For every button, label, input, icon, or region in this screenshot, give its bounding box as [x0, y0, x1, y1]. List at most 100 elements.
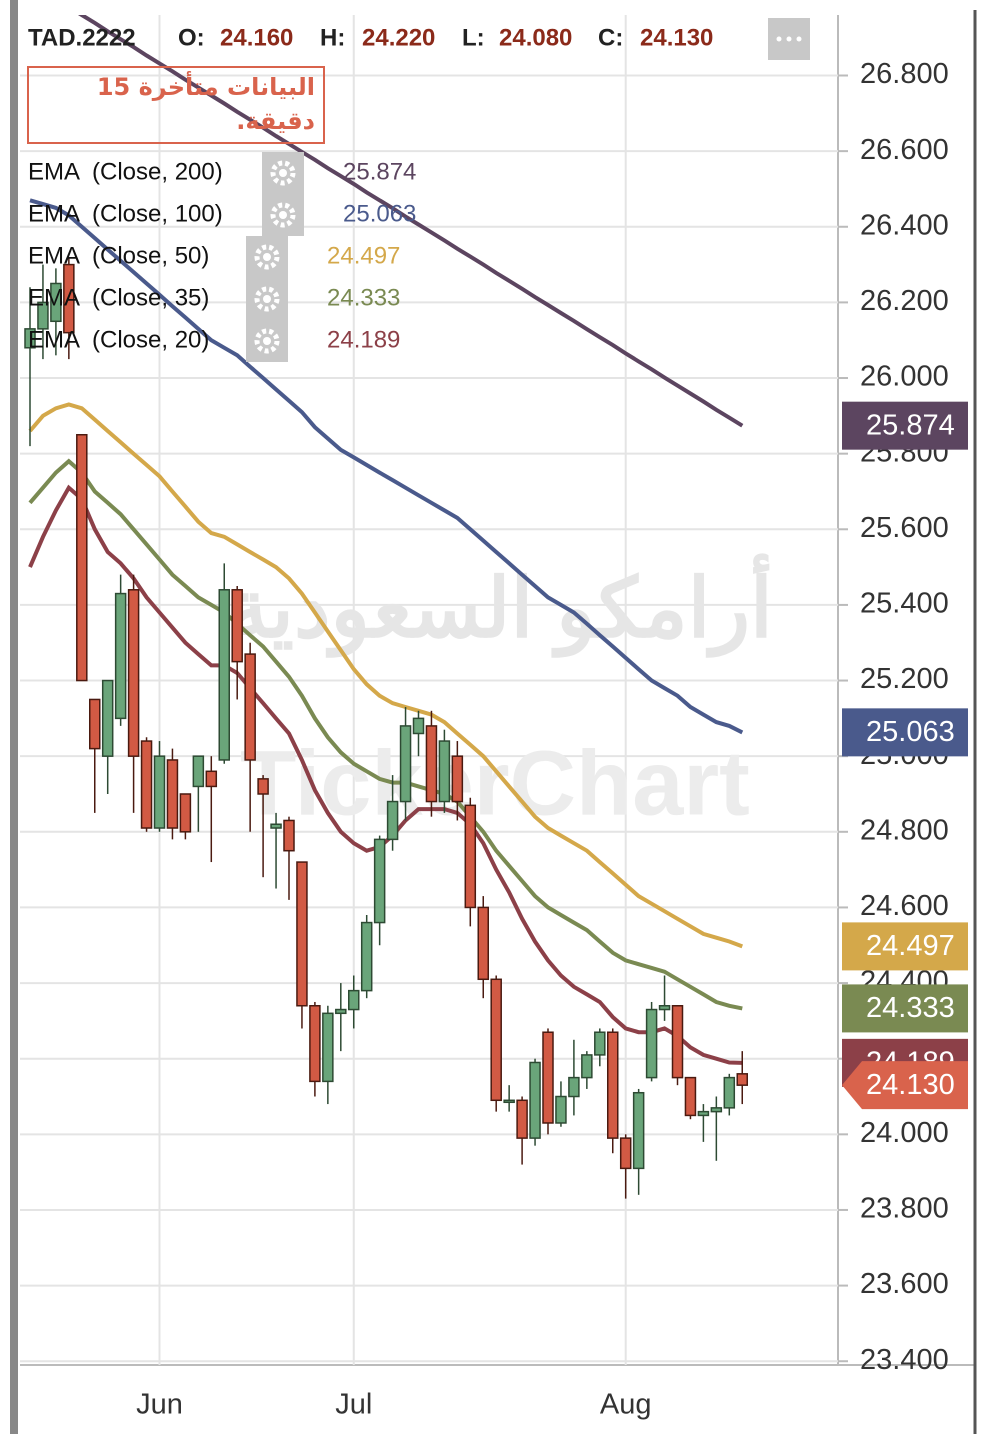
y-tick-label: 26.800: [860, 58, 949, 90]
settings-icon-core[interactable]: [263, 253, 271, 261]
legend-name: EMA (Close, 100): [28, 200, 223, 227]
ema-line: [28, 402, 744, 949]
ema-lines: [28, 15, 744, 1065]
watermark-arabic: أرامكو السعودية: [227, 553, 773, 659]
notice: البيانات متأخرة 15 دقيقة.: [27, 66, 325, 144]
candle-body: [309, 1005, 321, 1083]
settings-icon[interactable]: [254, 286, 280, 312]
candle-body: [594, 1031, 606, 1056]
legend-name: EMA (Close, 20): [28, 326, 209, 353]
price-badge: [842, 984, 968, 1033]
y-tick-label: 25.400: [860, 588, 949, 620]
price-badge-label: 24.333: [866, 992, 955, 1024]
menu-button[interactable]: [768, 18, 810, 60]
candle-body: [63, 263, 75, 334]
price-badge: [842, 922, 968, 971]
menu-dot: [776, 36, 782, 42]
legend-value: 25.063: [343, 200, 416, 227]
candle-body: [723, 1076, 736, 1109]
settings-icon[interactable]: [254, 328, 280, 354]
candle-body: [438, 740, 451, 803]
y-tick-label: 24.600: [860, 890, 949, 922]
candle-body: [529, 1061, 541, 1139]
legend-name: EMA (Close, 35): [28, 284, 209, 311]
candle-body: [736, 1073, 748, 1086]
grid: [20, 15, 838, 1365]
legend-value: 25.874: [343, 158, 416, 185]
ema-line: [77, 15, 744, 428]
ohlc-label: L:: [462, 24, 485, 51]
candle-body: [231, 589, 243, 663]
candle-body: [89, 698, 101, 750]
candle-body: [37, 301, 49, 330]
candle-body: [153, 755, 166, 829]
settings-icon-core[interactable]: [279, 211, 287, 219]
price-badge: [842, 401, 968, 450]
left-border: [10, 0, 18, 1434]
candles: [24, 257, 748, 1199]
candle-body: [555, 1095, 567, 1124]
candle-body: [348, 989, 360, 1011]
candle-body: [451, 755, 464, 803]
settings-icon-core[interactable]: [263, 337, 271, 345]
ema-line: [28, 484, 743, 1065]
ohlc-label: H:: [320, 24, 345, 51]
candle-body: [335, 1008, 347, 1015]
candle-body: [632, 1091, 645, 1170]
candle-body: [386, 800, 399, 841]
settings-icon[interactable]: [254, 244, 280, 270]
candle-body: [607, 1031, 619, 1139]
candle-body: [127, 589, 140, 757]
candle-body: [244, 653, 256, 761]
y-tick-label: 24.000: [860, 1117, 949, 1149]
candle-body: [205, 770, 218, 788]
x-tick-label: Jun: [136, 1389, 183, 1421]
candle-body: [24, 328, 36, 349]
candle-body: [50, 282, 62, 323]
ohlc-label: O:: [178, 24, 205, 51]
price-badge-label: 25.063: [866, 716, 955, 748]
candle-body: [412, 717, 425, 735]
candle-body: [257, 778, 269, 795]
candle-body: [516, 1099, 528, 1139]
candle-body: [283, 819, 295, 852]
candle-body: [477, 906, 489, 981]
candle-body: [490, 978, 502, 1102]
price-badge: [842, 708, 968, 757]
candle-body: [166, 759, 179, 829]
candle-body: [684, 1076, 697, 1117]
y-tick-label: 23.600: [860, 1268, 949, 1300]
y-tick-label: 26.200: [860, 285, 949, 317]
menu-dot: [796, 36, 802, 42]
ohlc-label: C:: [598, 24, 623, 51]
settings-icon-core[interactable]: [279, 169, 287, 177]
candle-body: [192, 755, 205, 788]
legend-value: 24.497: [327, 242, 400, 269]
legend-value: 24.333: [327, 284, 400, 311]
y-tick-label: 26.600: [860, 134, 949, 166]
price-badge-label: 25.874: [866, 409, 955, 441]
settings-icon[interactable]: [270, 202, 296, 228]
symbol: TAD.2222: [28, 24, 136, 51]
ohlc-value: 24.130: [640, 24, 713, 51]
settings-icon[interactable]: [270, 160, 296, 186]
y-tick-label: 26.000: [860, 361, 949, 393]
legend: EMA (Close, 200) 25.874 EMA (Close, 100) 25…: [28, 152, 416, 362]
candle-body: [542, 1031, 554, 1124]
y-tick-label: 23.400: [860, 1344, 949, 1376]
legend-value: 24.189: [327, 326, 400, 353]
menu-dot: [786, 36, 792, 42]
legend-name: EMA (Close, 200): [28, 158, 223, 185]
candle-body: [619, 1137, 632, 1170]
header: TAD.2222 O: 24.160 H: 24.220 L: 24.080 C: 24.13…: [28, 24, 713, 51]
settings-icon-core[interactable]: [263, 295, 271, 303]
y-tick-label: 25.200: [860, 663, 949, 695]
x-tick-label: Aug: [600, 1389, 652, 1421]
candle-body: [581, 1054, 593, 1079]
watermark-ticker: TickerChart: [240, 732, 750, 834]
x-tick-label: Jul: [335, 1389, 372, 1421]
candle-body: [645, 1008, 658, 1079]
candle-body: [140, 740, 153, 829]
